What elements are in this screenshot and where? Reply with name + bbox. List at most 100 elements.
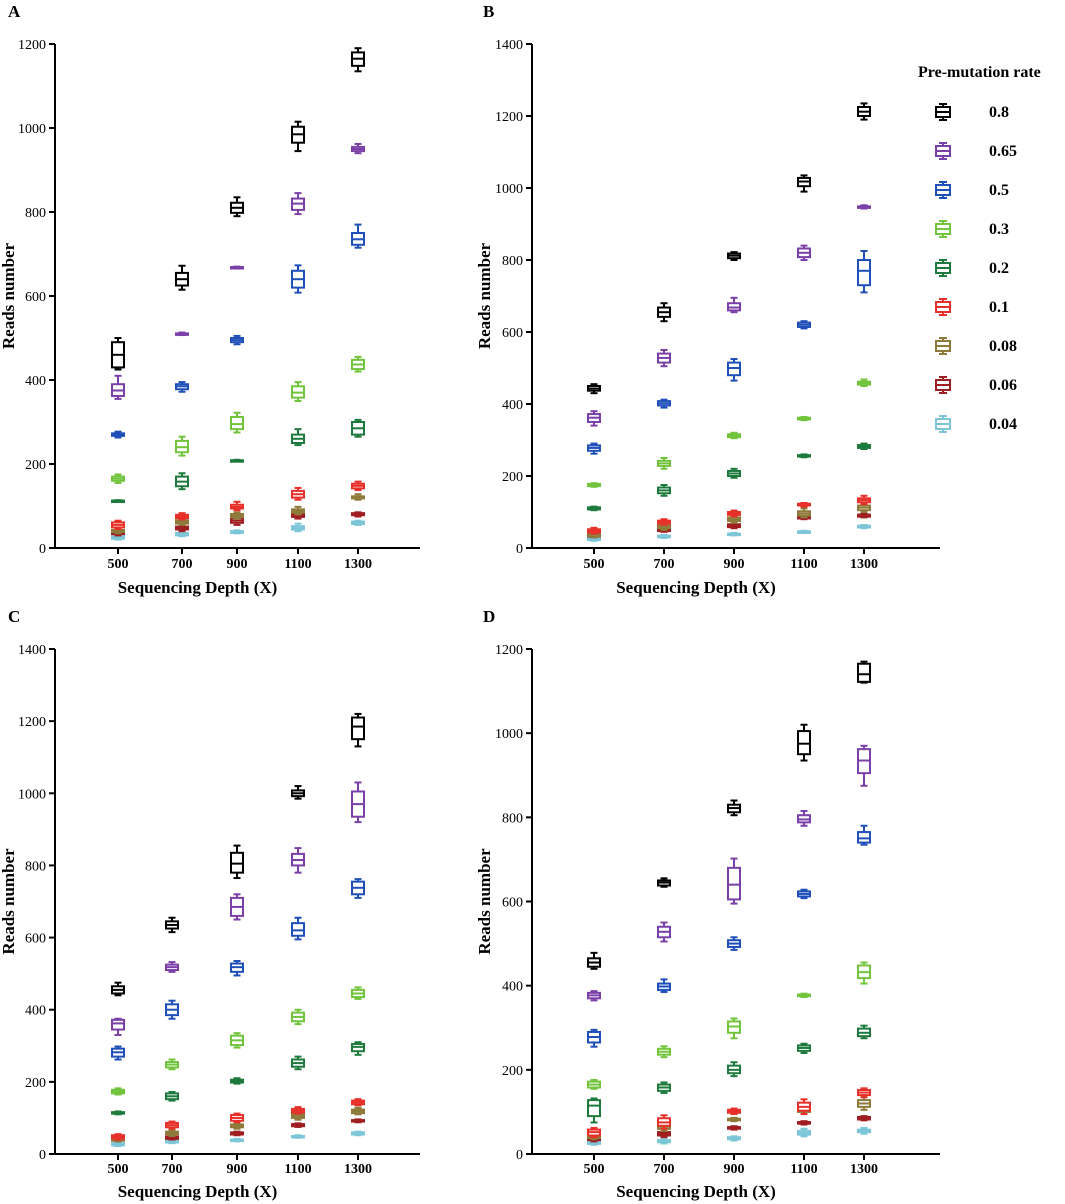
x-tick-label: 700 [654,557,675,572]
box-plot [291,1055,305,1071]
box-plot [587,951,601,970]
box-plot [291,120,305,153]
panel-letter: B [483,2,494,21]
panel-c: C 0 200 400 600 800 1000 1200 1400 500 700 900 1100 1… [0,607,420,1201]
box-plot [727,936,741,951]
box-plot [230,960,244,977]
box-plot [165,999,179,1020]
box-plot [230,500,244,512]
x-tick-label: 1300 [344,1162,372,1177]
box-plot [111,1110,125,1116]
box-plot [175,472,189,491]
legend-entry: 0.1 [935,298,1009,316]
box-plot [587,410,601,427]
legend-entry: 0.5 [935,181,1009,199]
y-tick-label: 800 [502,254,523,269]
box-plot [111,981,125,997]
box-plot [291,785,305,800]
legend-entry: 0.8 [935,103,1009,121]
legend-label: 0.04 [989,416,1017,433]
box-plot [797,1042,811,1054]
box-plot [657,978,671,993]
y-tick-label: 400 [502,398,523,413]
x-axis-title: Sequencing Depth (X) [616,1182,776,1201]
x-axis-title: Sequencing Depth (X) [118,578,278,597]
box-plot [797,320,811,330]
box-plot [587,1028,601,1048]
box-plot [351,355,365,373]
box-plot [291,381,305,402]
box-plot [230,529,244,535]
legend: Pre-mutation rate 0.8 0.65 0.5 0.3 0.2 0.1 0.0… [918,64,1041,433]
box-plot [351,418,365,438]
box-plot [657,921,671,943]
box-plot [657,1045,671,1059]
panel-letter: C [8,607,20,626]
box-plot [857,102,871,121]
box-plot [351,493,365,501]
x-tick-label: 500 [584,1162,605,1177]
box-plot [351,1041,365,1056]
panel-b: B 0 200 400 600 800 1000 1200 1400 500 700 900 1100 1… [475,2,940,597]
box-body [797,730,811,756]
box-plot [165,1058,179,1071]
box-plot [111,374,125,400]
legend-entry: 0.06 [935,376,1017,394]
box-plot [587,505,601,512]
box-plot [797,810,811,827]
box-plot [727,1061,741,1078]
box-plot [587,383,601,395]
legend-label: 0.5 [989,182,1009,199]
box-plot [230,411,244,434]
legend-label: 0.8 [989,104,1009,121]
box-plot [657,1081,671,1094]
box-plot [727,531,741,537]
box-plot [175,264,189,291]
box-plot [797,453,811,459]
y-tick-label: 1000 [18,787,46,802]
x-tick-label: 1300 [850,557,878,572]
box-plot [111,473,125,484]
y-axis-title: Reads number [475,848,494,955]
legend-label: 0.06 [989,377,1017,394]
box-plot [857,1087,871,1099]
y-tick-label: 800 [25,206,46,221]
box-plot [175,331,189,337]
y-tick-label: 0 [39,1148,46,1163]
box-plot [657,534,671,539]
box-plot [111,519,125,531]
box-plot [351,47,365,73]
panel-letter: A [8,2,21,21]
box-plot [230,265,244,270]
y-tick-label: 0 [516,1148,523,1163]
box-plot [857,660,871,684]
y-axis-title: Reads number [0,242,18,349]
y-axis-title: Reads number [475,242,494,349]
box-plot [230,196,244,218]
legend-entry: 0.04 [935,415,1017,433]
box-plot [230,1077,244,1085]
box-plot [291,522,305,533]
y-tick-label: 1200 [18,715,46,730]
y-tick-label: 1200 [495,643,523,658]
legend-label: 0.3 [989,221,1009,238]
x-tick-label: 1300 [344,557,372,572]
box-plot [291,486,305,501]
y-tick-label: 1000 [495,182,523,197]
y-tick-label: 1000 [495,727,523,742]
panel-a: A 0 200 400 600 800 1000 1200 500 700 900 1100 1300 S… [0,2,420,597]
box-plot [230,458,244,463]
box-plot [165,961,179,973]
box-plot [797,507,811,519]
box-plot [727,509,741,518]
box-plot [165,1120,179,1130]
box-plot [797,1098,811,1116]
box-plot [857,250,871,294]
y-tick-label: 800 [502,811,523,826]
box-plot [857,1024,871,1040]
box-plot [857,824,871,846]
box-plot [727,1135,741,1142]
y-tick-label: 200 [502,470,523,485]
box-plot [797,1120,811,1126]
